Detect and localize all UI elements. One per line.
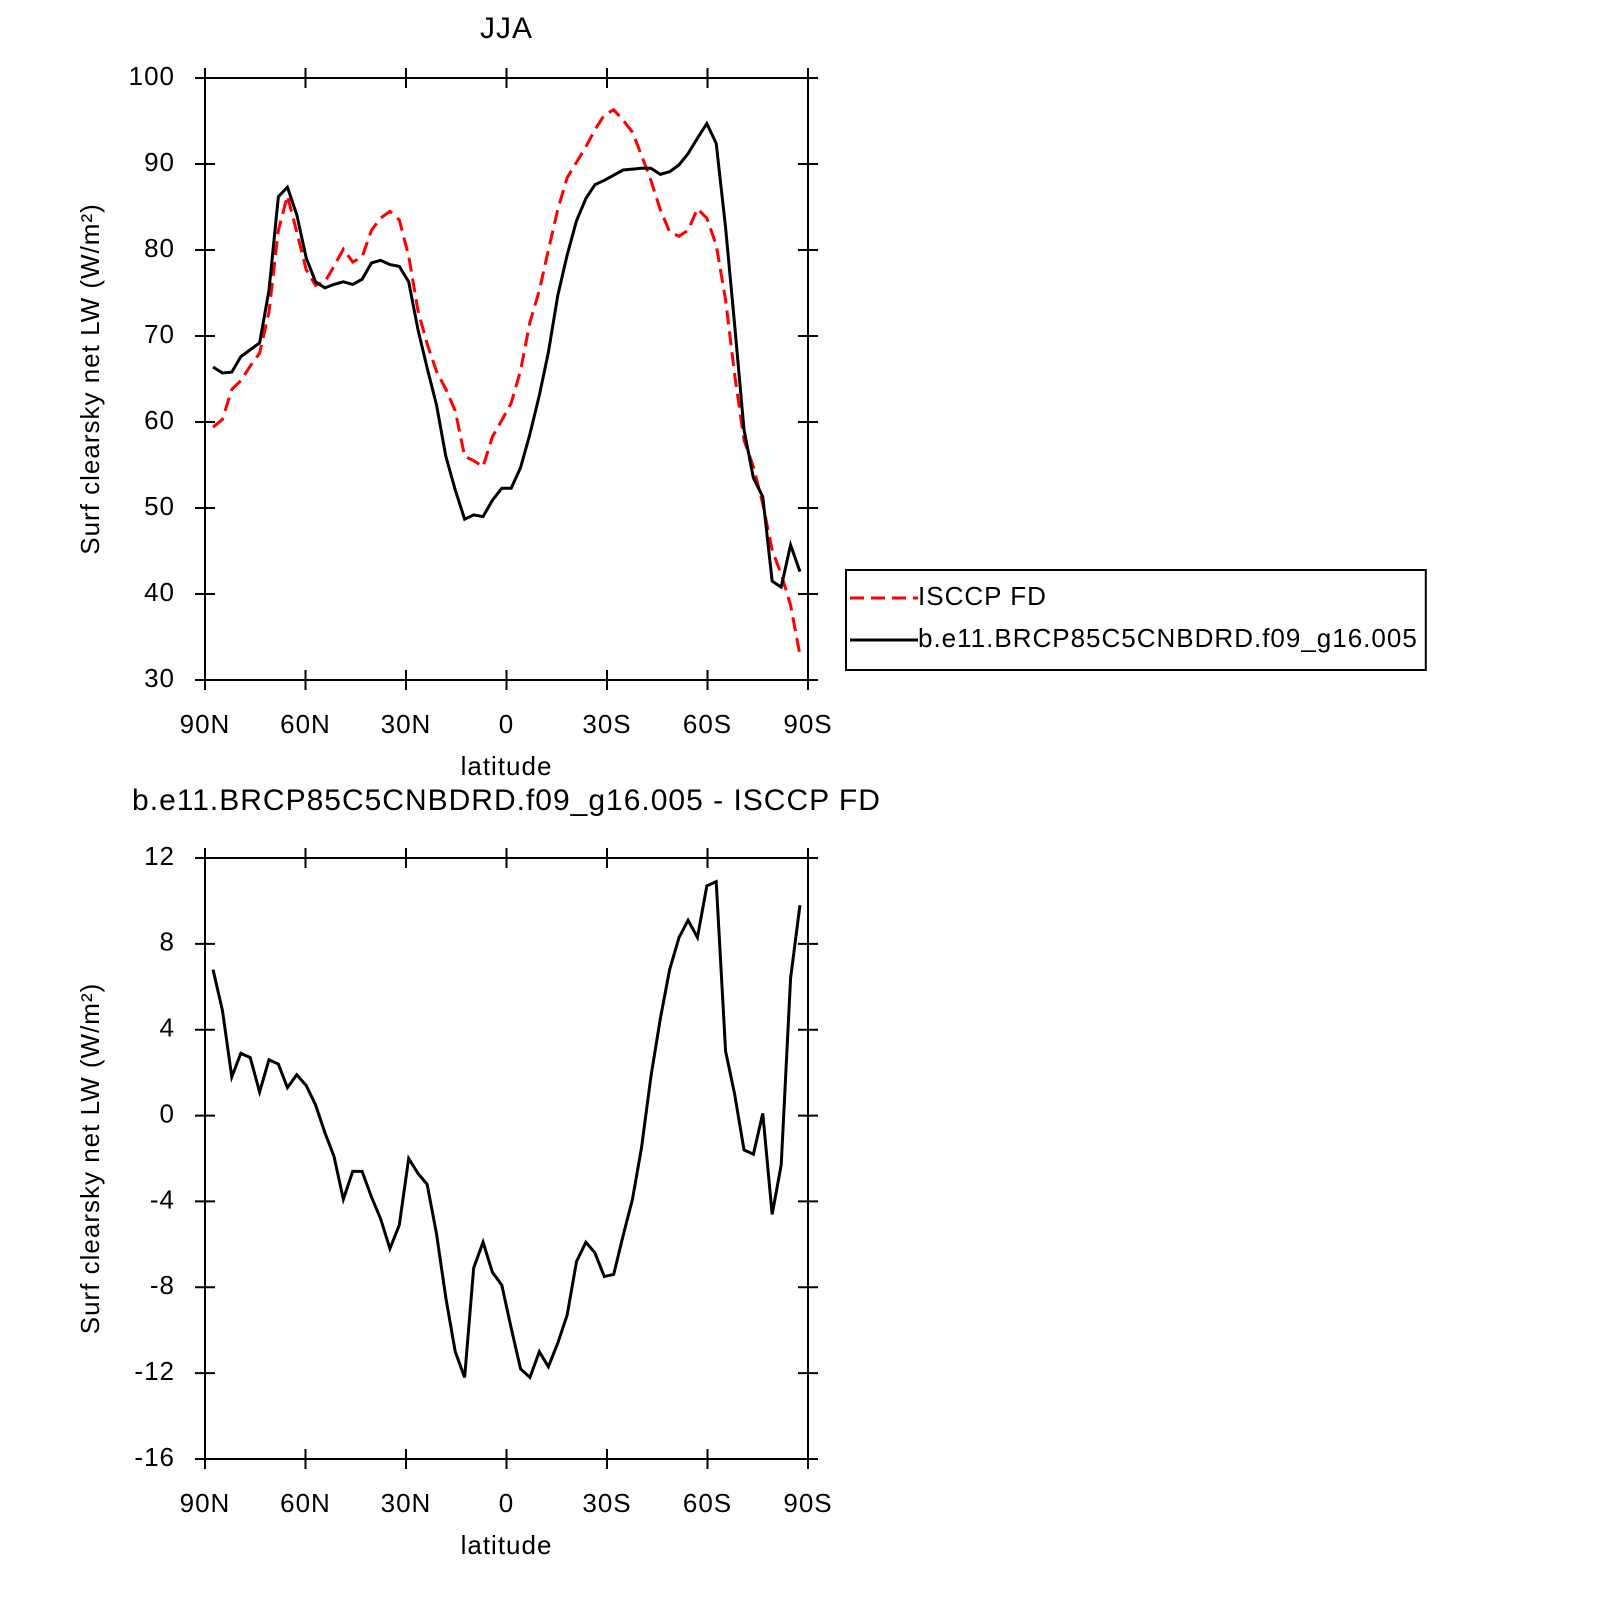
x-tick-label: 90N: [180, 709, 231, 739]
x-tick-label: 60S: [683, 709, 732, 739]
data-line: [211, 879, 802, 1381]
chart-title: JJA: [480, 12, 533, 45]
data-line: [212, 107, 802, 656]
legend-label: b.e11.BRCP85C5CNBDRD.f09_g16.005: [918, 623, 1418, 653]
y-tick-label: 50: [144, 491, 175, 521]
chart-title: b.e11.BRCP85C5CNBDRD.f09_g16.005 - ISCCP…: [132, 784, 881, 817]
legend-frame: [845, 569, 1427, 671]
x-tick-label: 30S: [582, 709, 631, 739]
x-tick-label: 90S: [783, 709, 832, 739]
x-tick-label: 90N: [180, 1488, 231, 1518]
y-tick-label: 0: [160, 1098, 175, 1128]
x-tick-label: 90S: [783, 1488, 832, 1518]
data-line: [212, 120, 802, 590]
x-tick-label: 30N: [381, 1488, 432, 1518]
y-tick-label: 4: [160, 1013, 175, 1043]
y-tick-label: 70: [144, 319, 175, 349]
y-tick-label: 90: [144, 147, 175, 177]
y-tick-label: 80: [144, 233, 175, 263]
x-tick-label: 30S: [582, 1488, 631, 1518]
y-tick-label: -16: [134, 1442, 175, 1472]
y-tick-label: 8: [160, 927, 175, 957]
x-tick-label: 30N: [381, 709, 432, 739]
y-tick-label: 30: [144, 663, 175, 693]
plot-frame: [204, 857, 809, 1460]
y-tick-label: -8: [150, 1270, 175, 1300]
y-axis-label: Surf clearsky net LW (W/m²): [75, 983, 105, 1335]
legend-label: ISCCP FD: [918, 581, 1047, 611]
x-tick-label: 0: [499, 1488, 514, 1518]
y-tick-label: 12: [144, 841, 175, 871]
x-axis-label: latitude: [461, 1530, 553, 1560]
x-tick-label: 0: [499, 709, 514, 739]
y-tick-label: 100: [129, 61, 175, 91]
y-tick-label: -4: [150, 1184, 175, 1214]
x-tick-label: 60S: [683, 1488, 732, 1518]
y-axis-label: Surf clearsky net LW (W/m²): [75, 203, 105, 555]
y-tick-label: 60: [144, 405, 175, 435]
x-tick-label: 60N: [280, 709, 331, 739]
y-tick-label: -12: [134, 1356, 175, 1386]
x-tick-label: 60N: [280, 1488, 331, 1518]
x-axis-label: latitude: [461, 751, 553, 781]
y-tick-label: 40: [144, 577, 175, 607]
